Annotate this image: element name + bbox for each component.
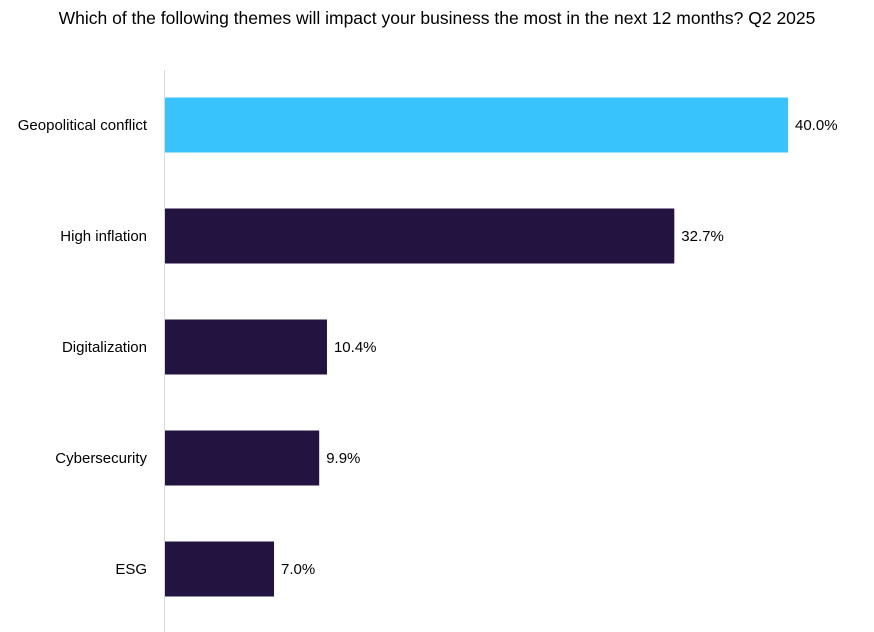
bar-digitalization [165, 319, 327, 375]
category-label: Digitalization [62, 339, 147, 356]
bars-group [165, 97, 788, 597]
value-label: 9.9% [326, 450, 360, 467]
value-label: 40.0% [795, 117, 838, 134]
value-label: 32.7% [681, 228, 724, 245]
bar-high-inflation [165, 208, 675, 264]
category-label: High inflation [60, 228, 147, 245]
category-label: Geopolitical conflict [18, 117, 148, 134]
bar-cybersecurity [165, 430, 320, 486]
value-label: 10.4% [334, 339, 377, 356]
chart-title: Which of the following themes will impac… [58, 8, 816, 28]
category-labels: Geopolitical conflict High inflation Digit… [18, 117, 148, 578]
category-label: Cybersecurity [55, 450, 147, 467]
category-label: ESG [115, 561, 147, 578]
value-labels: 40.0% 32.7% 10.4% 9.9% 7.0% [281, 117, 838, 578]
bar-esg [165, 541, 275, 597]
value-label: 7.0% [281, 561, 315, 578]
bar-geopolitical-conflict [165, 97, 788, 153]
